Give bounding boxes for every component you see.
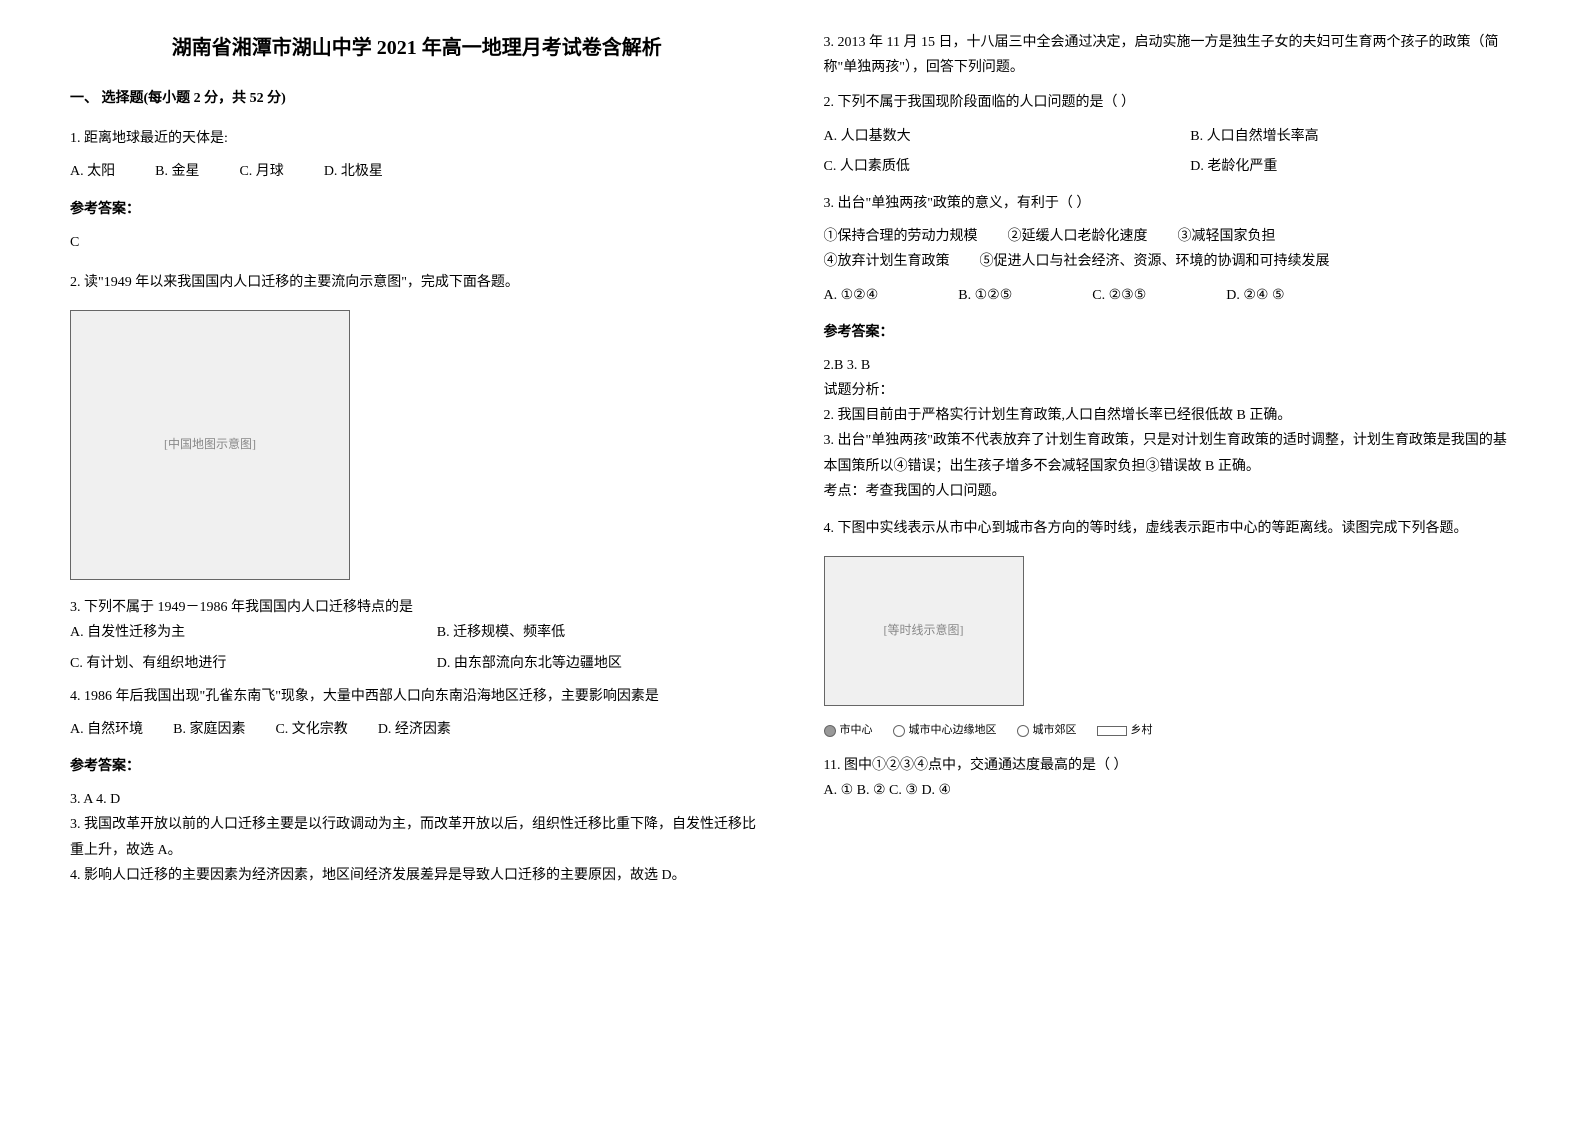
q3-sub3-opt-a: A. ①②④ — [824, 283, 879, 308]
q3-sub2-opt-d: D. 老龄化严重 — [1190, 154, 1517, 179]
q2-sub3-opt-a: A. 自发性迁移为主 — [70, 620, 397, 645]
q2-exp4: 4. 影响人口迁移的主要因素为经济因素，地区间经济发展差异是导致人口迁移的主要原… — [70, 863, 764, 888]
q3-sub2-options: A. 人口基数大 B. 人口自然增长率高 C. 人口素质低 D. 老龄化严重 — [824, 124, 1518, 179]
q3-kaodian: 考点：考查我国的人口问题。 — [824, 479, 1518, 504]
q4-sub11-opts: A. ① B. ② C. ③ D. ④ — [824, 778, 1518, 803]
q3-sub2-stem: 2. 下列不属于我国现阶段面临的人口问题的是（ ） — [824, 90, 1518, 115]
legend-l1: 市中心 — [840, 721, 873, 741]
circle-icon — [1017, 725, 1029, 737]
q2-sub3-options: A. 自发性迁移为主 B. 迁移规模、频率低 C. 有计划、有组织地进行 D. … — [70, 620, 764, 675]
q3-item4: ④放弃计划生育政策 — [824, 249, 950, 274]
q1-options: A. 太阳 B. 金星 C. 月球 D. 北极星 — [70, 159, 764, 184]
q2-exp3: 3. 我国改革开放以前的人口迁移主要是以行政调动为主，而改革开放以后，组织性迁移… — [70, 812, 764, 862]
q3-item5: ⑤促进人口与社会经济、资源、环境的协调和可持续发展 — [980, 249, 1330, 274]
question-3: 3. 2013 年 11 月 15 日，十八届三中全会通过决定，启动实施一方是独… — [824, 30, 1518, 504]
circle-icon — [893, 725, 905, 737]
q2-sub4-options: A. 自然环境 B. 家庭因素 C. 文化宗教 D. 经济因素 — [70, 717, 764, 742]
q4-sub11-stem: 11. 图中①②③④点中，交通通达度最高的是（ ） — [824, 753, 1518, 778]
q3-answer-line: 2.B 3. B — [824, 353, 1518, 378]
legend-l4: 乡村 — [1131, 721, 1153, 741]
q3-answer-label: 参考答案： — [824, 320, 1518, 345]
q2-stem: 2. 读"1949 年以来我国国内人口迁移的主要流向示意图"，完成下面各题。 — [70, 270, 764, 295]
q3-sub3-items-row1: ①保持合理的劳动力规模 ②延缓人口老龄化速度 ③减轻国家负担 — [824, 224, 1518, 249]
q1-opt-a: A. 太阳 — [70, 159, 115, 184]
q2-sub3-opt-c: C. 有计划、有组织地进行 — [70, 651, 397, 676]
q3-sub2-opt-a: A. 人口基数大 — [824, 124, 1151, 149]
q3-item1: ①保持合理的劳动力规模 — [824, 224, 978, 249]
exam-title: 湖南省湘潭市湖山中学 2021 年高一地理月考试卷含解析 — [70, 30, 764, 66]
question-4: 4. 下图中实线表示从市中心到城市各方向的等时线，虚线表示距市中心的等距离线。读… — [824, 516, 1518, 803]
q2-sub4-opt-c: C. 文化宗教 — [275, 717, 347, 742]
q2-map-image: [中国地图示意图] — [70, 310, 350, 580]
legend-item-1: 市中心 — [824, 721, 873, 741]
q3-intro: 3. 2013 年 11 月 15 日，十八届三中全会通过决定，启动实施一方是独… — [824, 30, 1518, 80]
section-header: 一、 选择题(每小题 2 分，共 52 分) — [70, 86, 764, 111]
legend-item-2: 城市中心边缘地区 — [893, 721, 997, 741]
q1-opt-c: C. 月球 — [239, 159, 283, 184]
q1-answer: C — [70, 230, 764, 255]
rect-icon — [1097, 726, 1127, 736]
q3-exp3: 3. 出台"单独两孩"政策不代表放弃了计划生育政策，只是对计划生育政策的适时调整… — [824, 428, 1518, 478]
q3-analysis-label: 试题分析： — [824, 378, 1518, 403]
q1-stem: 1. 距离地球最近的天体是: — [70, 126, 764, 151]
q3-item3: ③减轻国家负担 — [1178, 224, 1276, 249]
q4-legend: 市中心 城市中心边缘地区 城市郊区 乡村 — [824, 721, 1518, 741]
legend-item-4: 乡村 — [1097, 721, 1153, 741]
right-column: 3. 2013 年 11 月 15 日，十八届三中全会通过决定，启动实施一方是独… — [794, 30, 1548, 1092]
q3-exp2: 2. 我国目前由于严格实行计划生育政策,人口自然增长率已经很低故 B 正确。 — [824, 403, 1518, 428]
q2-sub4-opt-b: B. 家庭因素 — [173, 717, 245, 742]
q3-item2: ②延缓人口老龄化速度 — [1008, 224, 1148, 249]
q3-sub3-opt-d: D. ②④ ⑤ — [1226, 283, 1284, 308]
q3-sub2-opt-b: B. 人口自然增长率高 — [1190, 124, 1517, 149]
q1-opt-b: B. 金星 — [155, 159, 199, 184]
q1-answer-label: 参考答案： — [70, 197, 764, 222]
legend-l2: 城市中心边缘地区 — [909, 721, 997, 741]
left-column: 湖南省湘潭市湖山中学 2021 年高一地理月考试卷含解析 一、 选择题(每小题 … — [40, 30, 794, 1092]
q4-stem: 4. 下图中实线表示从市中心到城市各方向的等时线，虚线表示距市中心的等距离线。读… — [824, 516, 1518, 541]
question-1: 1. 距离地球最近的天体是: A. 太阳 B. 金星 C. 月球 D. 北极星 … — [70, 126, 764, 255]
q3-sub3-items-row2: ④放弃计划生育政策 ⑤促进人口与社会经济、资源、环境的协调和可持续发展 — [824, 249, 1518, 274]
q2-sub4-stem: 4. 1986 年后我国出现"孔雀东南飞"现象，大量中西部人口向东南沿海地区迁移… — [70, 684, 764, 709]
q2-sub4-opt-a: A. 自然环境 — [70, 717, 143, 742]
q4-diagram-image: [等时线示意图] — [824, 556, 1024, 706]
q2-sub3-opt-d: D. 由东部流向东北等边疆地区 — [437, 651, 764, 676]
circle-filled-icon — [824, 725, 836, 737]
q2-sub3-opt-b: B. 迁移规模、频率低 — [437, 620, 764, 645]
legend-l3: 城市郊区 — [1033, 721, 1077, 741]
q3-sub3-opt-c: C. ②③⑤ — [1092, 283, 1146, 308]
q2-answer-label: 参考答案： — [70, 754, 764, 779]
q3-sub3-options: A. ①②④ B. ①②⑤ C. ②③⑤ D. ②④ ⑤ — [824, 283, 1518, 308]
q2-sub3-stem: 3. 下列不属于 1949－1986 年我国国内人口迁移特点的是 — [70, 595, 764, 620]
q2-answer-line: 3. A 4. D — [70, 787, 764, 812]
q2-sub4-opt-d: D. 经济因素 — [378, 717, 451, 742]
q3-sub2-opt-c: C. 人口素质低 — [824, 154, 1151, 179]
legend-item-3: 城市郊区 — [1017, 721, 1077, 741]
q3-sub3-stem: 3. 出台"单独两孩"政策的意义，有利于（ ） — [824, 191, 1518, 216]
q1-opt-d: D. 北极星 — [324, 159, 383, 184]
question-2: 2. 读"1949 年以来我国国内人口迁移的主要流向示意图"，完成下面各题。 [… — [70, 270, 764, 888]
q3-sub3-opt-b: B. ①②⑤ — [958, 283, 1012, 308]
